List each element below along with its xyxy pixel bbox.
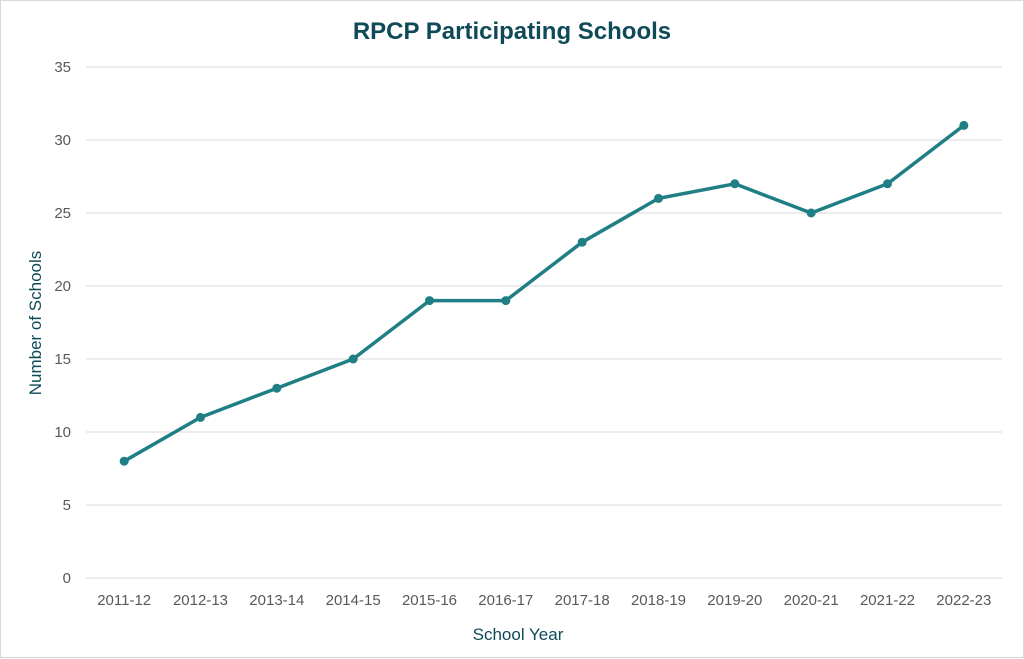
x-tick-label: 2013-14 bbox=[249, 592, 304, 609]
y-tick-label: 5 bbox=[63, 497, 71, 514]
x-tick-label: 2015-16 bbox=[402, 592, 457, 609]
x-tick-label: 2011-12 bbox=[97, 592, 151, 609]
x-axis-tick-labels: 2011-12 2012-13 2013-14 2014-15 2015-16 2016-… bbox=[97, 592, 991, 609]
y-tick-label: 0 bbox=[63, 570, 71, 587]
data-point bbox=[119, 456, 129, 466]
data-point bbox=[959, 120, 969, 130]
gridlines bbox=[86, 66, 1002, 579]
y-tick-label: 35 bbox=[54, 59, 71, 76]
data-point bbox=[196, 412, 205, 422]
data-point bbox=[501, 296, 511, 306]
x-tick-label: 2018-19 bbox=[631, 592, 686, 609]
data-point bbox=[348, 354, 358, 364]
data-point bbox=[730, 179, 740, 189]
series-line bbox=[122, 123, 966, 463]
data-point bbox=[272, 383, 282, 393]
x-tick-label: 2017-18 bbox=[555, 592, 610, 609]
y-axis-title: Number of Schools bbox=[26, 251, 45, 396]
data-point bbox=[883, 179, 892, 189]
data-point bbox=[577, 237, 587, 247]
y-tick-label: 25 bbox=[54, 205, 71, 222]
x-tick-label: 2014-15 bbox=[326, 592, 381, 609]
x-tick-label: 2019-20 bbox=[707, 592, 762, 609]
data-point bbox=[806, 208, 816, 218]
y-tick-label: 10 bbox=[54, 424, 71, 441]
x-tick-label: 2021-22 bbox=[860, 592, 915, 609]
y-tick-label: 15 bbox=[54, 351, 71, 368]
y-tick-label: 20 bbox=[54, 278, 71, 295]
x-tick-label: 2020-21 bbox=[784, 592, 839, 609]
y-axis-tick-labels: 0 5 10 15 20 25 30 35 bbox=[54, 59, 71, 587]
x-tick-label: 2012-13 bbox=[173, 592, 228, 609]
y-tick-label: 30 bbox=[54, 132, 71, 149]
data-point bbox=[425, 296, 434, 306]
data-point bbox=[654, 193, 663, 203]
series-group bbox=[119, 120, 969, 466]
x-tick-label: 2016-17 bbox=[478, 592, 533, 609]
x-tick-label: 2022-23 bbox=[936, 592, 991, 609]
chart-title: RPCP Participating Schools bbox=[353, 18, 671, 45]
x-axis-title: School Year bbox=[473, 625, 564, 644]
